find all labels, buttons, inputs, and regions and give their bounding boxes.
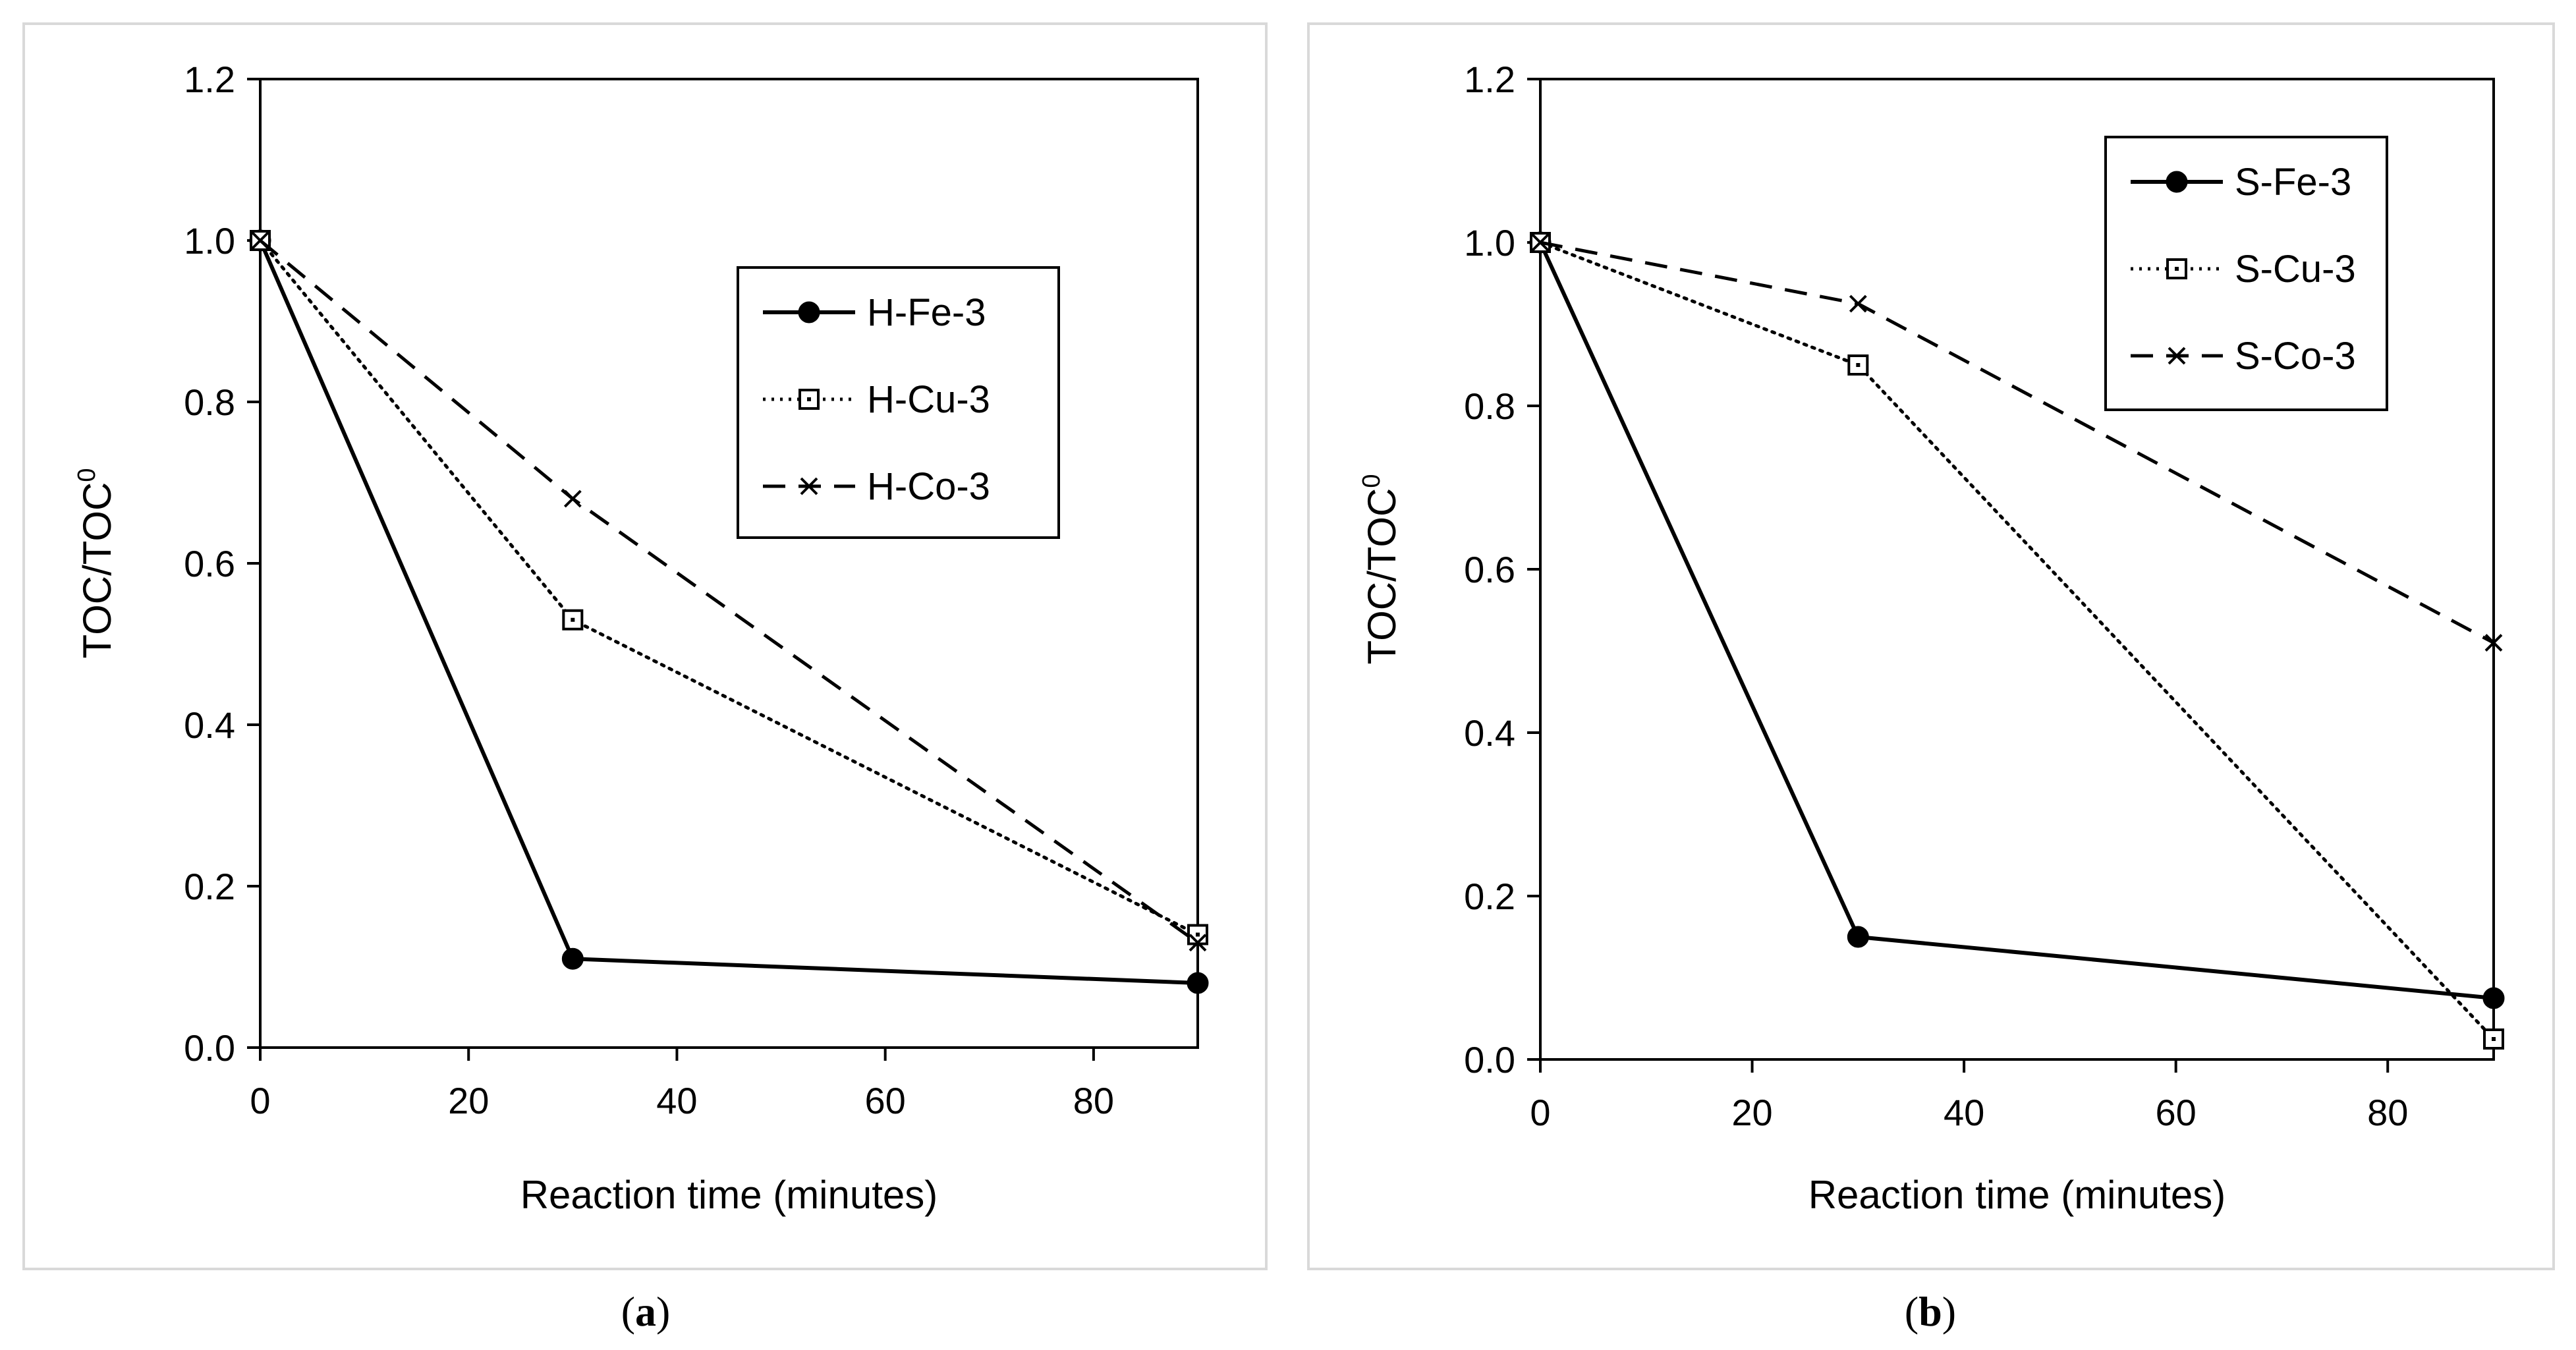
caption-open: ( (621, 1288, 635, 1335)
data-point-S-Fe-3 (2482, 987, 2505, 1009)
x-tick-label: 40 (1944, 1092, 1984, 1133)
y-tick-label: 0.2 (1464, 876, 1515, 917)
y-tick-label: 0.6 (1464, 549, 1515, 590)
data-point-S-Cu-3-dot (2492, 1037, 2496, 1041)
panel-b: 0.0 0.2 0.4 0.6 0.8 1.0 1.2 0 20 40 60 80 Reaction t… (1307, 22, 2555, 1335)
y-tick-label: 0.4 (1464, 712, 1515, 754)
x-axis-title: Reaction time (minutes) (520, 1173, 938, 1217)
data-point-H-Cu-3-dot (1196, 932, 1200, 937)
data-point-S-Cu-3 (2483, 1028, 2504, 1050)
y-axis-title-base: TOC/TOC (1360, 488, 1404, 665)
caption-close: ) (1942, 1288, 1956, 1335)
data-point-S-Co-3 (1849, 295, 1867, 313)
y-tick-label: 0.2 (184, 866, 235, 907)
x-tick-label: 20 (1731, 1092, 1772, 1133)
x-tick-label: 60 (2156, 1092, 2197, 1133)
legend-marker-H-Cu-3-dot (807, 397, 811, 401)
data-point-H-Co-3 (563, 490, 582, 508)
legend-marker-S-Cu-3-dot (2175, 267, 2179, 271)
x-tick-label: 0 (250, 1080, 270, 1121)
legend-marker-S-Co-3 (2168, 347, 2186, 365)
y-tick-label: 0.0 (184, 1027, 235, 1069)
data-point-S-Co-3 (2484, 634, 2503, 652)
series-line-S-Cu-3 (1538, 240, 2496, 1041)
legend-label-S-Fe-3: S-Fe-3 (2235, 161, 2351, 204)
caption-letter: a (635, 1288, 656, 1335)
y-tick-label: 0.6 (184, 543, 235, 584)
y-tick-label: 0.4 (184, 704, 235, 746)
data-point-H-Co-3 (251, 231, 269, 250)
panel-frame (22, 22, 1268, 1270)
x-tick-label: 60 (865, 1080, 906, 1121)
panel-a: 0.0 0.2 0.4 0.6 0.8 1.0 1.2 0 20 40 60 80 Reaction t… (22, 22, 1268, 1335)
data-point-S-Co-3 (1531, 233, 1550, 252)
y-tick-label: 1.2 (1464, 59, 1515, 100)
y-tick-label: 0.0 (1464, 1039, 1515, 1081)
panel-caption: (a) (621, 1288, 671, 1335)
legend-label-S-Cu-3: S-Cu-3 (2235, 248, 2356, 291)
y-axis-title-sup: 0 (1358, 474, 1386, 488)
caption-open: ( (1905, 1288, 1918, 1335)
legend-label-S-Co-3: S-Co-3 (2235, 335, 2356, 378)
y-tick-label: 0.8 (184, 381, 235, 423)
legend-label-H-Co-3: H-Co-3 (867, 465, 990, 508)
y-axis-title: TOC/TOC0 (1358, 474, 1404, 665)
caption-letter: b (1918, 1288, 1942, 1335)
y-tick-label: 1.2 (184, 59, 235, 100)
x-tick-label: 80 (2367, 1092, 2408, 1133)
y-tick-label: 0.8 (1464, 385, 1515, 427)
legend-marker-H-Co-3 (800, 477, 818, 495)
y-axis-title-sup: 0 (73, 468, 101, 482)
x-tick-label: 80 (1073, 1080, 1114, 1121)
x-tick-label: 0 (1530, 1092, 1550, 1133)
legend-label-H-Cu-3: H-Cu-3 (867, 378, 990, 421)
caption-close: ) (656, 1288, 670, 1335)
data-point-H-Cu-3-dot (571, 617, 575, 622)
y-tick-label: 1.0 (1464, 222, 1515, 264)
data-point-S-Cu-3-dot (1856, 363, 1861, 367)
data-point-H-Fe-3 (1187, 972, 1209, 994)
x-axis-title: Reaction time (minutes) (1808, 1173, 2226, 1217)
data-point-H-Fe-3 (561, 947, 584, 970)
data-point-S-Fe-3 (1847, 926, 1869, 948)
panel-caption: (b) (1905, 1288, 1956, 1335)
y-axis-title: TOC/TOC0 (73, 468, 119, 659)
y-axis-title-base: TOC/TOC (75, 482, 119, 659)
x-tick-label: 20 (448, 1080, 489, 1121)
y-tick-label: 1.0 (184, 220, 235, 262)
legend-label-H-Fe-3: H-Fe-3 (867, 291, 986, 334)
legend-marker-H-Fe-3 (798, 301, 820, 323)
data-point-H-Co-3 (1189, 934, 1207, 952)
legend-marker-S-Fe-3 (2166, 171, 2188, 193)
x-tick-label: 40 (656, 1080, 697, 1121)
